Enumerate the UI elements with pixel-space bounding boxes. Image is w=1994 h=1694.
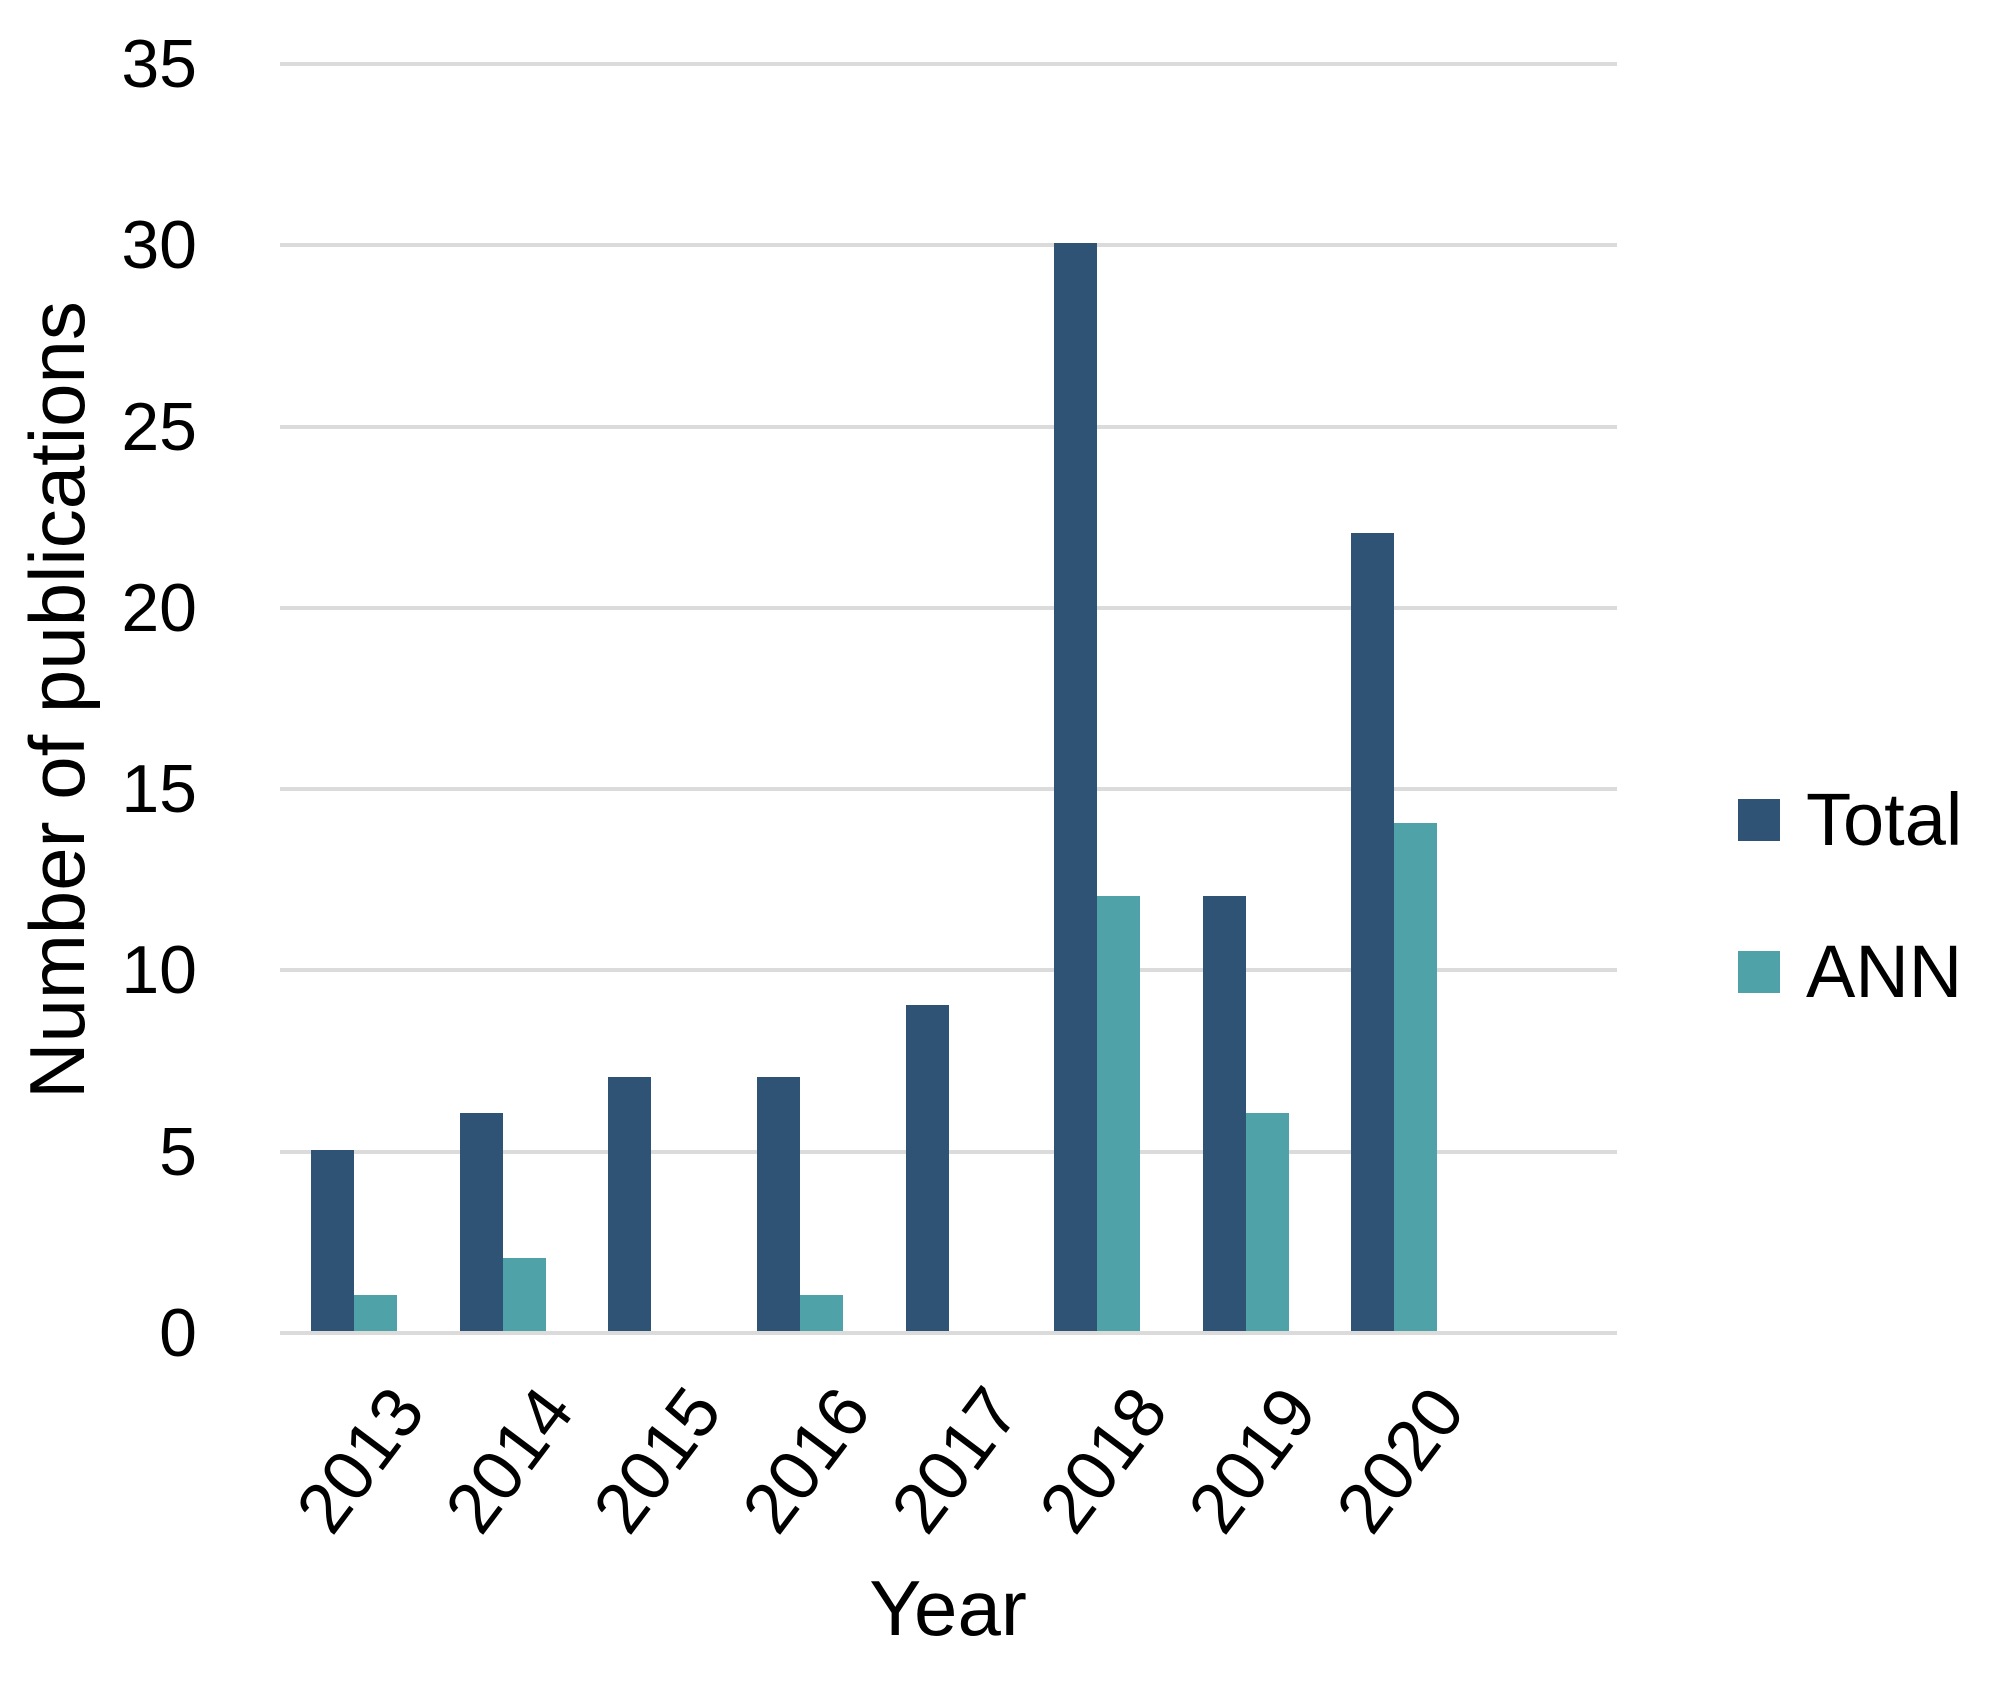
gridline-5 [280,1149,1617,1154]
x-tick-label-2016: 2016 [727,1373,886,1548]
y-tick-label-0: 0 [159,1295,197,1371]
bar-total-2013 [311,1149,355,1331]
bar-ann-2018 [1097,895,1141,1331]
y-tick-label-35: 35 [121,26,197,102]
legend-label-ann: ANN [1806,930,1963,1013]
gridline-10 [280,968,1617,973]
y-tick-label-15: 15 [121,751,197,828]
x-tick-label-2020: 2020 [1321,1373,1481,1548]
x-tick-label-2019: 2019 [1173,1373,1332,1548]
gridline-35 [280,62,1617,66]
gridline-30 [280,243,1617,248]
bar-total-2014 [459,1113,503,1331]
x-tick-label-2018: 2018 [1024,1373,1183,1548]
legend-item-total: Total [1738,783,1962,857]
bar-ann-2019 [1245,1113,1289,1331]
y-tick-label-20: 20 [121,569,197,646]
bar-total-2015 [608,1077,652,1331]
legend-swatch-total-icon [1738,799,1780,841]
y-tick-label-5: 5 [159,1113,197,1190]
bar-ann-2016 [799,1294,843,1331]
x-axis-title: Year [869,1564,1027,1652]
y-tick-label-10: 10 [121,932,197,1009]
legend-swatch-ann-icon [1738,951,1780,993]
x-tick-label-2013: 2013 [282,1373,441,1548]
y-tick-label-30: 30 [121,207,197,284]
bar-total-2016 [756,1077,800,1331]
legend: Total ANN [1738,783,1962,1009]
bar-ann-2014 [502,1258,546,1331]
bar-ann-2013 [354,1294,398,1331]
y-tick-label-25: 25 [121,388,197,465]
legend-label-total: Total [1806,778,1963,861]
x-tick-label-2017: 2017 [876,1373,1035,1548]
gridline-15 [280,787,1617,792]
bar-total-2020 [1351,533,1395,1331]
bar-total-2019 [1202,895,1246,1331]
gridline-25 [280,424,1617,429]
bar-ann-2020 [1394,823,1438,1331]
x-tick-label-2015: 2015 [579,1373,738,1548]
bar-total-2018 [1054,243,1098,1331]
legend-item-ann: ANN [1738,935,1962,1009]
x-tick-label-2014: 2014 [430,1373,589,1548]
gridline-20 [280,605,1617,610]
gridline-0 [280,1331,1617,1335]
bar-total-2017 [905,1004,949,1331]
